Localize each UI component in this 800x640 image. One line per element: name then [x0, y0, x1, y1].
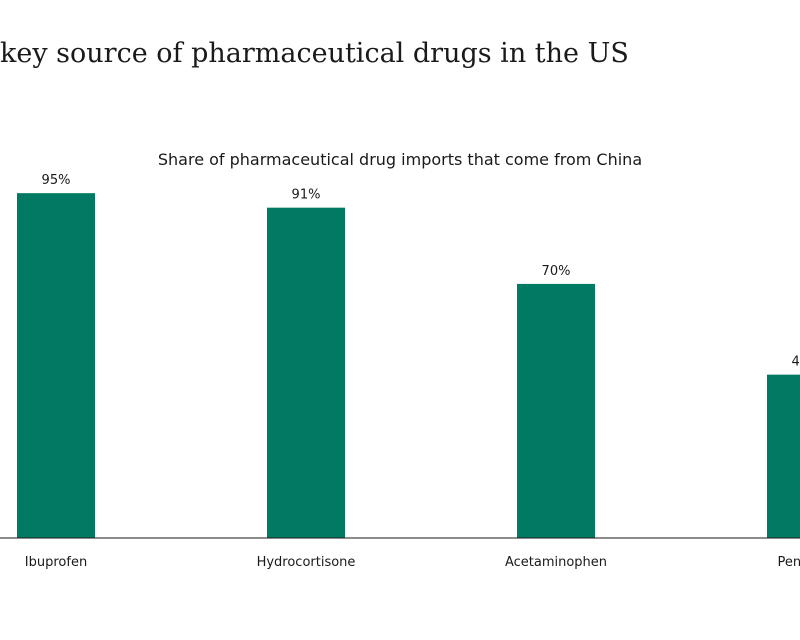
bar-hydrocortisone — [267, 207, 345, 539]
value-label-penicillin: 45% — [792, 355, 800, 370]
tick-labels-group: Ibuprofen Hydrocortisone Acetaminophen Peni… — [25, 555, 800, 570]
value-label-acetaminophen: 70% — [542, 264, 571, 279]
bar-penicillin — [767, 374, 800, 538]
tick-label-hydrocortisone: Hydrocortisone — [257, 555, 356, 570]
bars-group — [17, 193, 800, 539]
bar-acetaminophen — [517, 283, 595, 538]
chart-subtitle: Share of pharmaceutical drug imports tha… — [157, 150, 643, 169]
page-title: key source of pharmaceutical drugs in th… — [0, 38, 629, 69]
tick-label-penicillin: Penicillin — [777, 555, 800, 570]
value-label-hydrocortisone: 91% — [292, 188, 321, 203]
bar-ibuprofen — [17, 193, 95, 538]
value-labels-group: 95% 91% 70% 45% — [42, 173, 800, 370]
value-label-ibuprofen: 95% — [42, 173, 71, 188]
tick-label-acetaminophen: Acetaminophen — [505, 555, 607, 570]
tick-label-ibuprofen: Ibuprofen — [25, 555, 87, 570]
